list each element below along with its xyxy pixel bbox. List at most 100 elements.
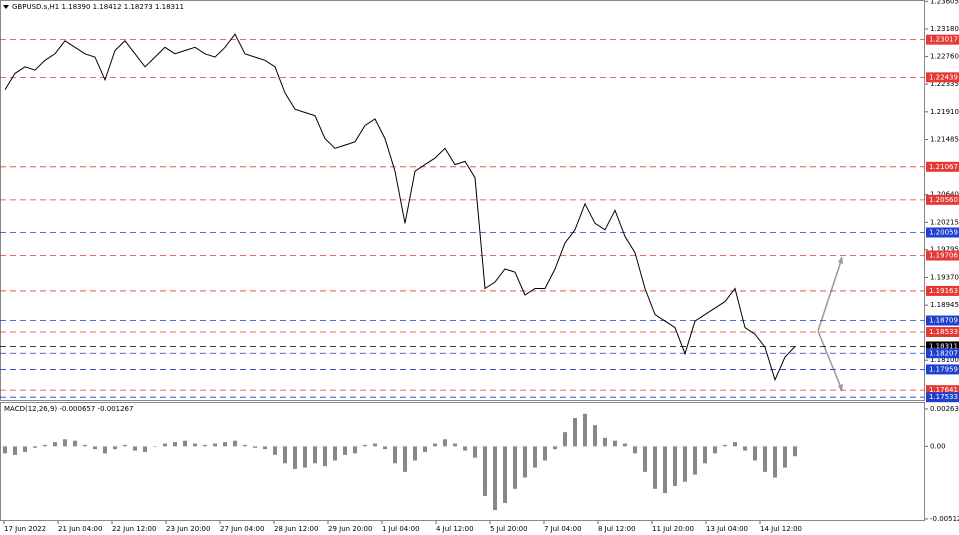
level-tag — [926, 341, 959, 352]
price-header: GBPUSD.s,H1 1.18390 1.18412 1.18273 1.18… — [12, 3, 184, 11]
y-tick-label: 1.21485 — [930, 136, 959, 144]
level-tag — [926, 315, 959, 326]
macd-bar — [363, 444, 367, 447]
macd-header: MACD(12,26,9) -0.000657 -0.001267 — [4, 405, 133, 413]
y-tick-label: 0.002639 — [930, 405, 959, 413]
level-tag — [926, 348, 959, 359]
macd-bar — [323, 446, 327, 467]
macd-bar — [23, 446, 27, 453]
macd-bar — [253, 446, 257, 448]
x-tick-label: 27 Jun 04:00 — [220, 525, 264, 533]
macd-bar — [383, 446, 387, 450]
macd-bar — [673, 446, 677, 487]
macd-bar — [293, 446, 297, 470]
macd-bar — [153, 446, 157, 447]
macd-bar — [223, 442, 227, 447]
macd-bar — [513, 446, 517, 489]
macd-bar — [213, 443, 217, 447]
x-tick-label: 7 Jul 04:00 — [544, 525, 582, 533]
macd-bar — [633, 446, 637, 454]
y-tick-label: 1.22760 — [930, 52, 959, 60]
menu-triangle — [3, 5, 9, 9]
level-label: 1.22439 — [929, 73, 958, 81]
macd-bar — [233, 440, 237, 447]
y-tick-label: 0.00 — [930, 442, 946, 450]
level-label: 1.20560 — [929, 196, 958, 204]
level-tag — [926, 285, 959, 296]
x-tick-label: 4 Jul 12:00 — [436, 525, 474, 533]
y-tick-label: 1.18945 — [930, 301, 959, 309]
x-tick-label: 28 Jun 12:00 — [274, 525, 318, 533]
macd-bar — [143, 446, 147, 453]
macd-bar — [343, 446, 347, 455]
macd-bar — [543, 446, 547, 461]
macd-bar — [683, 446, 687, 482]
macd-bar — [3, 446, 7, 454]
x-tick-label: 29 Jun 20:00 — [328, 525, 372, 533]
macd-panel-frame — [0, 402, 925, 521]
macd-bar — [303, 446, 307, 468]
macd-bar — [553, 446, 557, 450]
macd-bar — [563, 432, 567, 447]
macd-bar — [13, 446, 17, 455]
macd-bar — [203, 444, 207, 447]
macd-bar — [103, 446, 107, 454]
macd-bar — [753, 446, 757, 461]
x-tick-label: 23 Jun 20:00 — [166, 525, 210, 533]
macd-bar — [733, 442, 737, 447]
x-tick-label: 17 Jun 2022 — [4, 525, 46, 533]
macd-bar — [263, 446, 267, 450]
projection-arrows — [817, 257, 843, 391]
level-label: 1.21067 — [929, 163, 958, 171]
macd-bar — [743, 446, 747, 451]
macd-bar — [713, 446, 717, 454]
level-label: 1.23017 — [929, 36, 958, 44]
macd-bar — [183, 440, 187, 447]
level-tag — [926, 161, 959, 172]
level-tag — [926, 385, 959, 396]
level-label: 1.17959 — [929, 365, 958, 373]
macd-bar — [693, 446, 697, 475]
level-label: 1.18207 — [929, 349, 958, 357]
y-tick-label: 1.20640 — [930, 191, 959, 199]
macd-bar — [283, 446, 287, 464]
macd-bar — [313, 446, 317, 464]
macd-bar — [603, 437, 607, 447]
x-tick-label: 5 Jul 20:00 — [490, 525, 528, 533]
level-tag — [926, 72, 959, 83]
macd-bar — [613, 440, 617, 447]
macd-bar — [663, 446, 667, 494]
macd-bar — [413, 446, 417, 461]
level-tag — [926, 364, 959, 375]
level-label: 1.19706 — [929, 252, 958, 260]
x-tick-label: 13 Jul 04:00 — [706, 525, 748, 533]
level-label: 1.17641 — [929, 386, 958, 394]
x-tick-label: 11 Jul 20:00 — [652, 525, 694, 533]
level-tag — [926, 34, 959, 45]
macd-bar — [33, 446, 37, 448]
macd-bar — [763, 446, 767, 472]
macd-bar — [463, 446, 467, 451]
macd-bar — [773, 446, 777, 478]
x-tick-label: 22 Jun 12:00 — [112, 525, 156, 533]
macd-bar — [353, 446, 357, 454]
macd-bar — [53, 442, 57, 447]
level-label: 1.18533 — [929, 328, 958, 336]
macd-bar — [113, 446, 117, 450]
macd-bar — [793, 446, 797, 457]
arrow-heads — [838, 256, 843, 392]
macd-bar — [393, 446, 397, 464]
y-tick-label: -0.005125 — [930, 515, 959, 523]
macd-bar — [83, 444, 87, 447]
level-tag — [926, 194, 959, 205]
x-tick-label: 21 Jun 04:00 — [58, 525, 102, 533]
macd-bar — [783, 446, 787, 468]
y-tick-label: 1.19795 — [930, 246, 959, 254]
macd-bar — [433, 443, 437, 447]
macd-bar — [443, 439, 447, 447]
y-tick-label: 1.21910 — [930, 108, 959, 116]
y-tick-label: 1.22335 — [930, 80, 959, 88]
macd-bar — [73, 440, 77, 447]
price-panel-frame — [0, 0, 925, 401]
macd-bar — [573, 418, 577, 447]
